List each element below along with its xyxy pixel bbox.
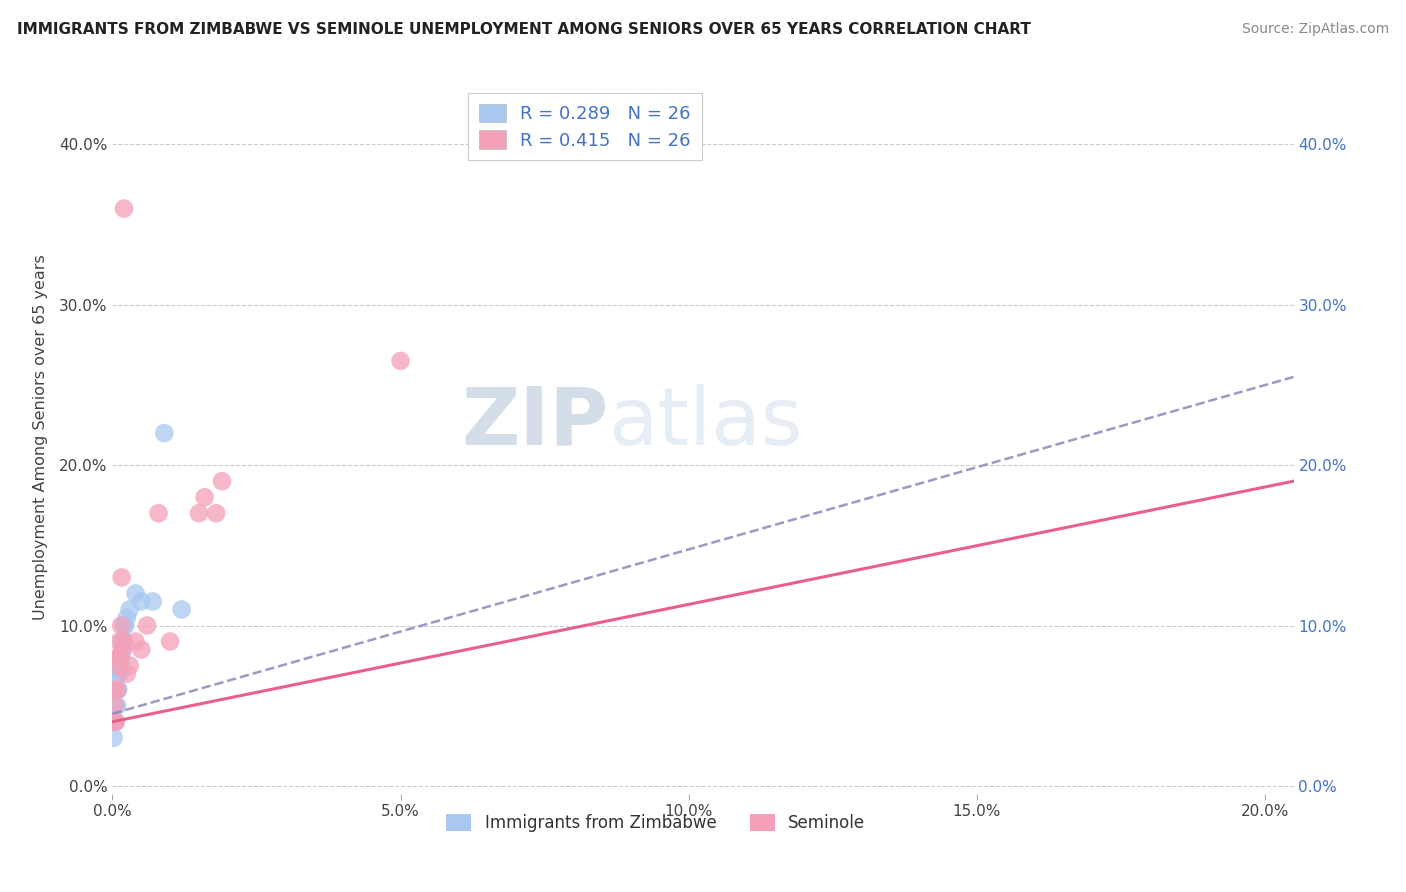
Point — [104, 698, 127, 713]
Point — [148, 506, 170, 520]
Point — [110, 650, 132, 665]
Point — [129, 594, 152, 608]
Point — [142, 594, 165, 608]
Point — [110, 658, 132, 673]
Point — [111, 642, 134, 657]
Text: atlas: atlas — [609, 384, 803, 462]
Point — [112, 634, 135, 648]
Point — [107, 658, 129, 673]
Point — [159, 634, 181, 648]
Point — [104, 714, 127, 729]
Point — [118, 602, 141, 616]
Point — [103, 714, 125, 729]
Point — [104, 698, 127, 713]
Point — [112, 202, 135, 216]
Point — [103, 731, 125, 745]
Point — [107, 682, 129, 697]
Point — [114, 618, 136, 632]
Point — [108, 650, 131, 665]
Point — [111, 634, 134, 648]
Point — [205, 506, 228, 520]
Point — [115, 666, 138, 681]
Text: IMMIGRANTS FROM ZIMBABWE VS SEMINOLE UNEMPLOYMENT AMONG SENIORS OVER 65 YEARS CO: IMMIGRANTS FROM ZIMBABWE VS SEMINOLE UNE… — [17, 22, 1031, 37]
Point — [105, 682, 128, 697]
Point — [108, 666, 131, 681]
Point — [170, 602, 193, 616]
Point — [111, 570, 134, 584]
Y-axis label: Unemployment Among Seniors over 65 years: Unemployment Among Seniors over 65 years — [32, 254, 48, 620]
Point — [110, 618, 132, 632]
Point — [105, 682, 128, 697]
Point — [104, 682, 127, 697]
Point — [108, 634, 131, 648]
Point — [112, 618, 135, 632]
Point — [194, 490, 217, 504]
Point — [129, 642, 152, 657]
Point — [211, 474, 233, 488]
Point — [389, 354, 412, 368]
Point — [115, 610, 138, 624]
Point — [187, 506, 209, 520]
Text: Source: ZipAtlas.com: Source: ZipAtlas.com — [1241, 22, 1389, 37]
Point — [104, 698, 127, 713]
Point — [153, 426, 176, 441]
Point — [112, 634, 135, 648]
Point — [124, 634, 146, 648]
Text: ZIP: ZIP — [461, 384, 609, 462]
Point — [111, 642, 134, 657]
Point — [136, 618, 159, 632]
Point — [118, 658, 141, 673]
Point — [108, 650, 131, 665]
Point — [107, 682, 129, 697]
Point — [107, 666, 129, 681]
Point — [124, 586, 146, 600]
Point — [103, 714, 125, 729]
Point — [105, 698, 128, 713]
Point — [105, 650, 128, 665]
Point — [104, 714, 127, 729]
Legend: Immigrants from Zimbabwe, Seminole: Immigrants from Zimbabwe, Seminole — [440, 807, 872, 839]
